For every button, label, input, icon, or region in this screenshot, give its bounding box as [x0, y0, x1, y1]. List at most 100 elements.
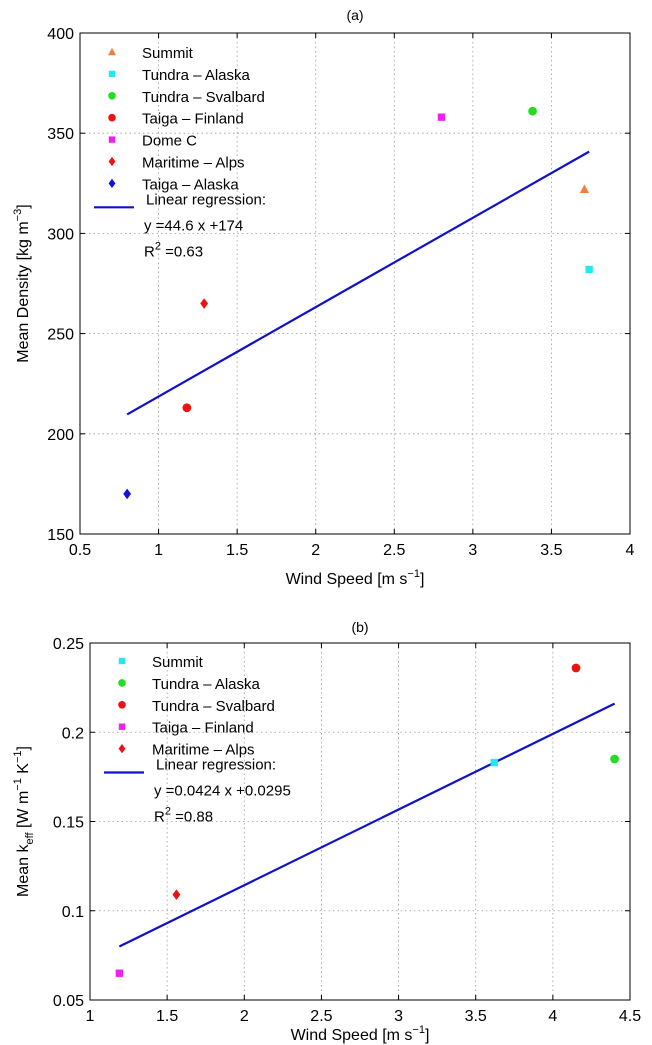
plot-frame: [79, 32, 631, 535]
y-tick-label: 0.2: [62, 725, 84, 742]
legend-label: Tundra – Alaska: [142, 67, 250, 84]
legend-marker: [118, 744, 126, 754]
data-point-tundra-svalbard: [571, 663, 581, 673]
chart-panel-a: (a) 0.5 1 1.5 2 2.5 3 3.5 4 150 200 250 300 350 400 Win…: [12, 7, 635, 588]
legend-label: Tundra – Alaska: [152, 676, 260, 693]
legend-label: Dome C: [142, 133, 197, 150]
y-tick-label: 0.15: [53, 815, 84, 832]
chart-title: (b): [351, 619, 368, 635]
y-axis-label-end: ]: [15, 746, 32, 750]
x-tick-label: 3: [468, 542, 477, 559]
r-squared-exponent: 2: [155, 240, 161, 252]
legend-marker: [118, 723, 126, 730]
r-squared-symbol: R: [144, 243, 155, 260]
x-tick-label: 3.5: [465, 1008, 487, 1025]
y-axis-label: Mean Density [kg m−3]: [12, 204, 32, 362]
legend-marker: [108, 70, 116, 78]
data-point-summit: [579, 184, 590, 193]
data-point-maritime-alps: [172, 889, 181, 900]
regression-r-squared: R2 =0.63: [144, 240, 203, 260]
data-point-maritime-alps: [200, 298, 209, 309]
legend-label: Taiga – Alaska: [142, 176, 239, 193]
y-tick-label: 0.1: [62, 904, 84, 921]
y-tick-label: 0.05: [53, 993, 84, 1010]
legend-label: Maritime – Alps: [142, 155, 245, 172]
x-axis-label-exponent: −1: [412, 1024, 425, 1036]
r-squared-value: =0.63: [161, 243, 203, 260]
x-axis-label-main: Wind Speed [m s: [291, 1027, 413, 1044]
x-tick-label: 4: [548, 1008, 557, 1025]
data-point-taiga-finland: [115, 969, 123, 977]
x-axis-label-end: ]: [420, 571, 424, 588]
data-point-taiga-alaska: [123, 488, 132, 500]
y-axis-label-unit: [W m: [15, 791, 32, 833]
data-point-dome-c: [437, 113, 446, 121]
x-tick-label: 2.5: [383, 542, 405, 559]
x-axis-label-main: Wind Speed [m s: [286, 571, 408, 588]
legend-marker: [108, 156, 116, 167]
regression-r-squared: R2 =0.88: [154, 806, 213, 826]
data-point-tundra-svalbard: [528, 106, 537, 116]
legend-marker: [108, 47, 116, 56]
y-tick-label: 150: [47, 527, 74, 544]
x-tick-label: 3.5: [540, 542, 562, 559]
r-squared-exponent: 2: [165, 806, 171, 818]
r-squared-symbol: R: [154, 809, 165, 826]
chart-panel-b: (b) 1 1.5 2 2.5 3 3.5 4 4.5 0.05 0.1 0.15 0.2 0.25 Win…: [12, 619, 641, 1044]
x-tick-label: 3: [394, 1008, 403, 1025]
data-point-tundra-alaska: [585, 265, 593, 274]
x-axis-label-end: ]: [425, 1027, 429, 1044]
regression-equation: y =0.0424 x +0.0295: [154, 783, 291, 800]
legend-label: Tundra – Svalbard: [142, 89, 265, 106]
x-tick-label: 2: [240, 1008, 249, 1025]
y-tick-label: 0.25: [53, 636, 84, 653]
legend-marker: [108, 113, 116, 122]
regression-line: [126, 150, 590, 416]
data-point-tundra-alaska: [610, 754, 619, 764]
legend-label: Maritime – Alps: [152, 742, 255, 759]
regression-line: [118, 702, 616, 948]
regression-equation: y =44.6 x +174: [144, 217, 243, 234]
x-tick-label: 0.5: [69, 542, 91, 559]
legend-marker: [108, 92, 116, 100]
x-tick-label: 1.5: [156, 1008, 178, 1025]
legend-label: Summit: [152, 654, 204, 671]
y-tick-label: 350: [47, 126, 74, 143]
legend-marker: [118, 701, 126, 709]
y-tick-label: 200: [47, 427, 74, 444]
x-tick-label: 2: [311, 542, 320, 559]
legend-marker: [108, 178, 116, 188]
chart-title: (a): [346, 7, 363, 23]
y-axis-label-end: ]: [15, 204, 32, 208]
y-axis-label-exponent-2: −1: [12, 750, 24, 763]
legend-marker: [118, 657, 126, 665]
r-squared-value: =0.88: [171, 809, 213, 826]
data-point-taiga-finland: [182, 403, 192, 413]
y-tick-label: 400: [47, 26, 74, 43]
y-axis-label: Mean keff [W m−1 K−1]: [12, 746, 36, 897]
y-axis-label-subscript: eff: [24, 832, 36, 845]
x-tick-label: 1: [154, 542, 163, 559]
y-tick-label: 250: [47, 327, 74, 344]
legend-label: Tundra – Svalbard: [152, 698, 275, 715]
x-axis-label: Wind Speed [m s−1]: [286, 568, 425, 588]
y-axis-label-exponent: −1: [12, 778, 24, 791]
legend-regression-label: Linear regression:: [146, 191, 266, 208]
y-axis-label-main: Mean k: [15, 844, 32, 897]
legend-marker: [118, 679, 126, 687]
legend-label: Summit: [142, 45, 194, 62]
legend-label: Taiga – Finland: [142, 111, 244, 128]
x-axis-label: Wind Speed [m s−1]: [291, 1024, 430, 1044]
legend-marker: [108, 136, 116, 143]
data-point-summit: [490, 758, 498, 767]
x-tick-label: 1.5: [226, 542, 248, 559]
x-tick-label: 4.5: [619, 1008, 641, 1025]
legend-label: Taiga – Finland: [152, 720, 254, 737]
x-tick-label: 2.5: [310, 1008, 332, 1025]
y-axis-label-exponent: −3: [12, 209, 24, 222]
y-tick-label: 300: [47, 226, 74, 243]
x-tick-label: 1: [86, 1008, 95, 1025]
y-axis-label-unit-2: K: [15, 763, 32, 778]
y-axis-label-main: Mean Density [kg m: [15, 221, 32, 362]
